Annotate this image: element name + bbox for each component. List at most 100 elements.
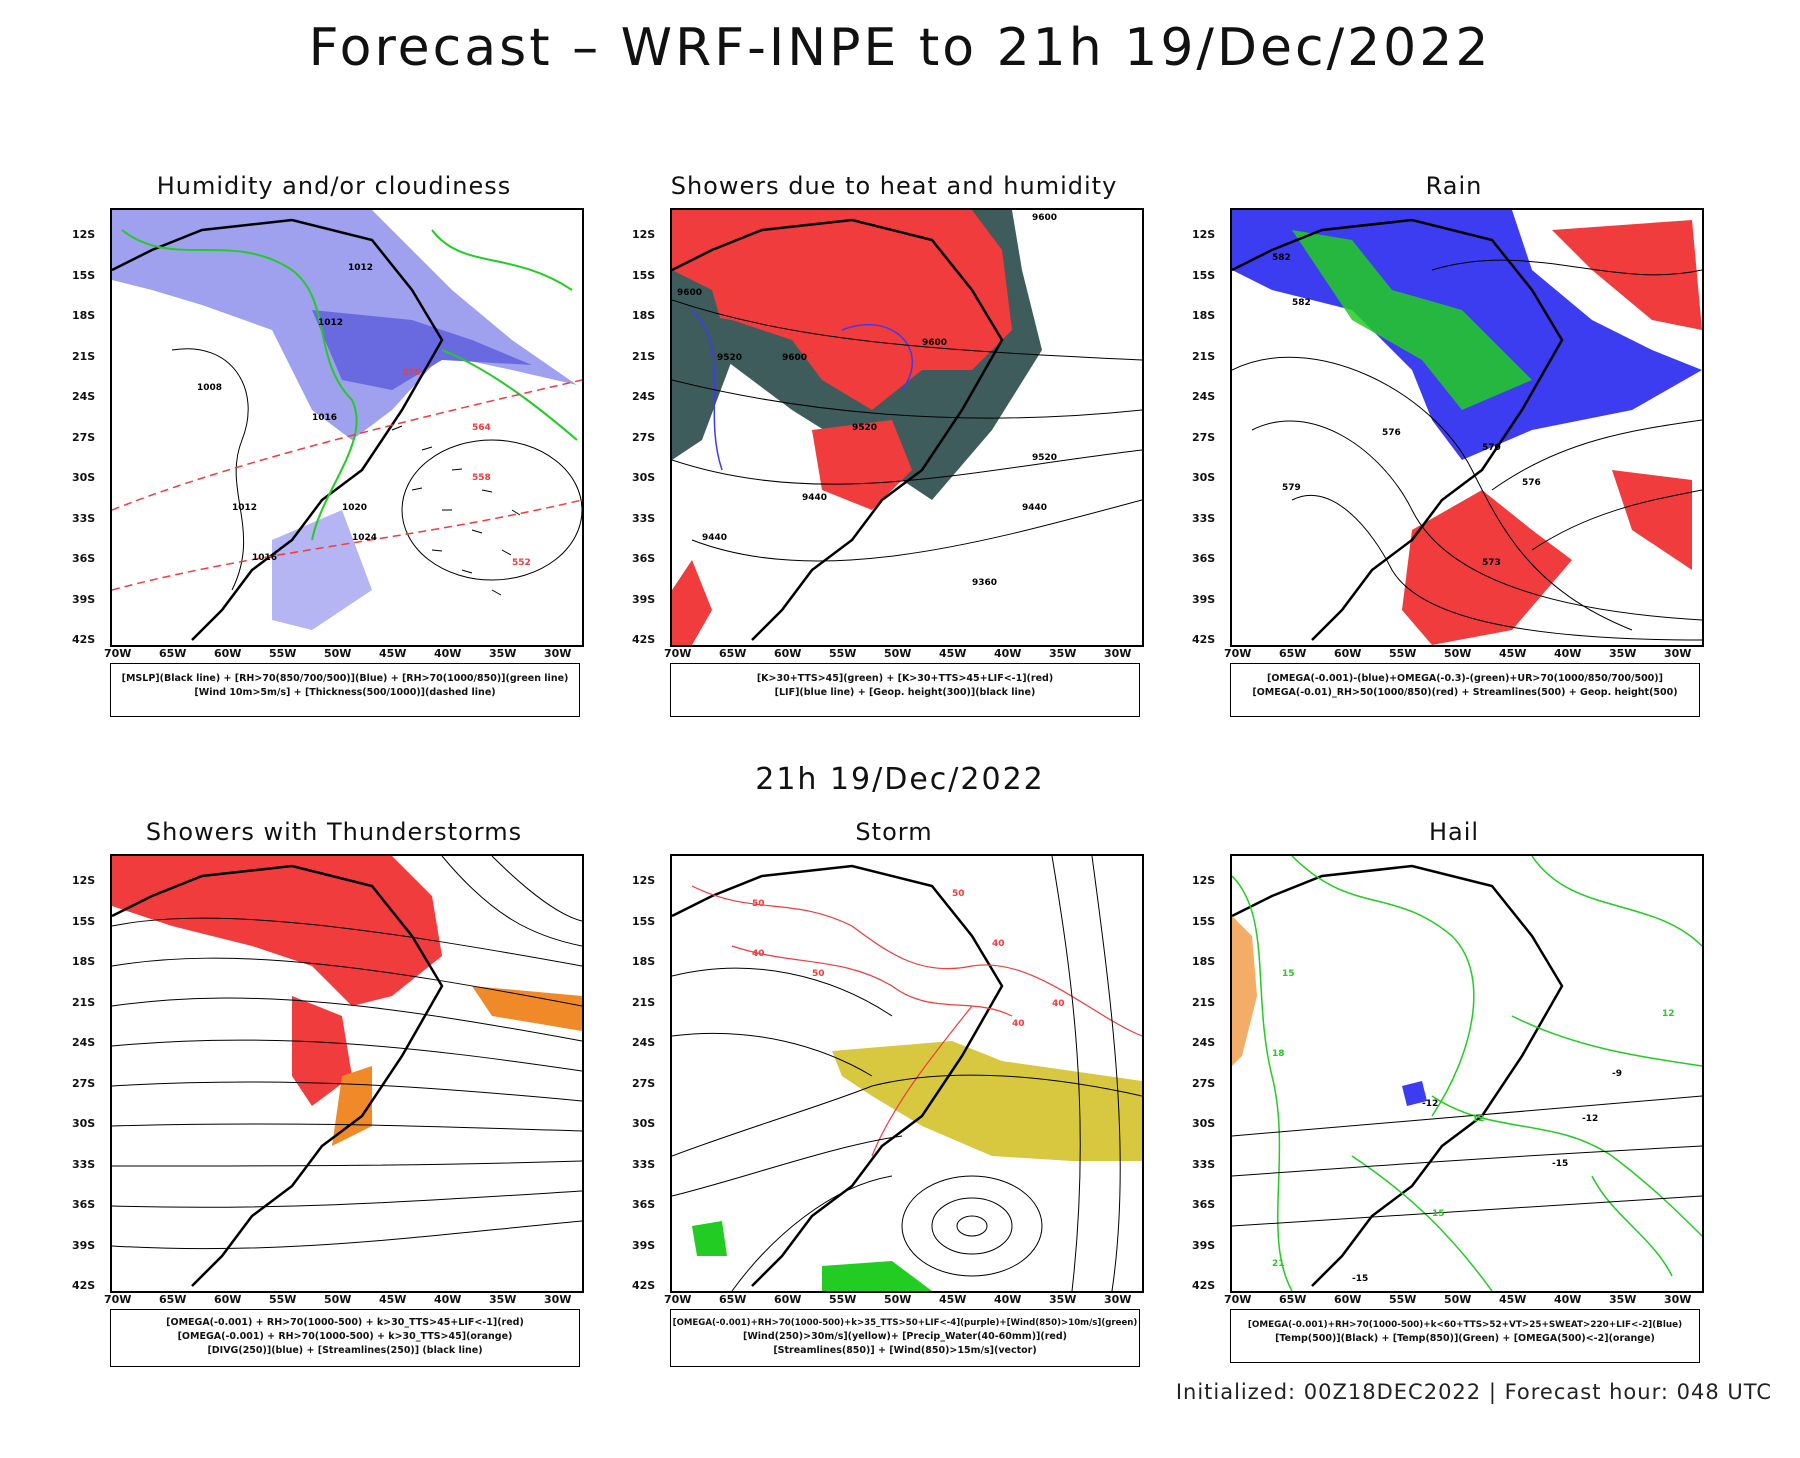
lat-tick-label: 30S: [72, 1117, 96, 1130]
lat-tick-label: 21S: [632, 349, 656, 363]
lon-tick-label: 65W: [719, 647, 747, 660]
contour-label: 570: [1482, 443, 1501, 453]
legend-line: [Wind(250)>30m/s](yellow)+ [Precip_Water…: [742, 1331, 1067, 1342]
contour-label: 9520: [1032, 453, 1057, 463]
lat-tick-label: 12S: [1192, 874, 1216, 887]
lon-tick-label: 70W: [664, 647, 692, 660]
lat-tick-label: 36S: [1192, 552, 1216, 565]
rh-low-green-contour-2: [431, 229, 578, 441]
lat-tick-label: 12S: [632, 228, 656, 241]
lat-tick-label: 18S: [1192, 309, 1216, 322]
streamline: [1251, 420, 1702, 621]
lat-tick-label: 42S: [72, 1279, 96, 1292]
thunderstorm-orange-area: [472, 986, 582, 1031]
contour-label: 9600: [1032, 213, 1057, 223]
map-hail-svg: -9 -12 -12 -15 -15 12 15 18 21 15 12: [1232, 856, 1702, 1291]
lon-tick-label: 50W: [324, 647, 352, 660]
lon-tick-label: 30W: [1104, 1293, 1132, 1306]
lon-tick-label: 50W: [1444, 647, 1472, 660]
lat-tick-label: 42S: [72, 633, 96, 646]
lat-tick-label: 30S: [1192, 471, 1216, 484]
thickness-label: 552: [512, 558, 531, 568]
panel-storm: Storm 50 40: [614, 818, 1174, 1458]
lat-tick-label: 21S: [72, 995, 96, 1009]
lon-tick-label: 30W: [544, 647, 572, 660]
legend-line: [K>30+TTS>45](green) + [K>30+TTS>45+LIF<…: [756, 673, 1054, 684]
lon-tick-label: 55W: [1389, 647, 1417, 660]
panel-title: Hail: [1428, 818, 1480, 846]
streamline: [1232, 356, 1633, 631]
contour-label: 579: [1282, 483, 1301, 493]
lon-tick-label: 45W: [939, 647, 967, 660]
legend-showers-heat: [K>30+TTS>45](green) + [K>30+TTS>45+LIF<…: [670, 663, 1140, 717]
legend-line: [LIF](blue line) + [Geop. height(300)](b…: [774, 687, 1036, 698]
lat-tick-label: 27S: [72, 430, 96, 444]
contour-label: 9440: [702, 533, 727, 543]
contour-label: 1012: [318, 318, 343, 328]
contour-label: 9600: [922, 338, 947, 348]
lat-tick-label: 36S: [1192, 1198, 1216, 1211]
map-hail[interactable]: -9 -12 -12 -15 -15 12 15 18 21 15 12: [1230, 854, 1704, 1293]
panel-hail: Hail -9 -12 -12 -15 -15: [1174, 818, 1734, 1458]
contour-label: 15: [1282, 969, 1295, 979]
map-storm[interactable]: 50 40 50 40 40 50 40: [670, 854, 1144, 1293]
map-storm-svg: 50 40 50 40 40 50 40: [672, 856, 1142, 1291]
lon-tick-label: 55W: [269, 647, 297, 660]
lat-tick-label: 33S: [632, 1157, 656, 1171]
lat-tick-label: 39S: [1192, 1238, 1216, 1252]
legend-line: [OMEGA(-0.01)_RH>50(1000/850)(red) + Str…: [1252, 687, 1678, 698]
map-showers-heat[interactable]: 9600 9600 9520 9600 9600 9520 9520 9440 …: [670, 208, 1144, 647]
lat-tick-label: 27S: [632, 1076, 656, 1090]
lat-tick-label: 12S: [72, 874, 96, 887]
lat-tick-label: 15S: [632, 268, 656, 282]
precip-water-red-contour: [691, 885, 1142, 1037]
contour-label: 9520: [852, 423, 877, 433]
lon-tick-label: 65W: [159, 647, 187, 660]
lon-tick-label: 60W: [1334, 1293, 1362, 1306]
contour-label: 9600: [677, 288, 702, 298]
temp850-green-contours: [1232, 856, 1702, 1291]
panel-title: Showers due to heat and humidity: [670, 172, 1118, 200]
lat-tick-label: 39S: [72, 1238, 96, 1252]
landmass-outline: [112, 864, 444, 1287]
rh-low-green-contour: [121, 229, 358, 541]
contour-label: 1016: [252, 553, 277, 563]
lat-tick-label: 24S: [72, 390, 96, 403]
lat-tick-label: 21S: [1192, 995, 1216, 1009]
lon-tick-label: 70W: [664, 1293, 692, 1306]
contour-label: -12: [1582, 1114, 1598, 1124]
lat-tick-label: 12S: [1192, 228, 1216, 241]
lon-tick-label: 50W: [884, 1293, 912, 1306]
precip-water-red-contour-3: [871, 1005, 973, 1157]
legend-thunderstorms: [OMEGA(-0.001) + RH>70(1000-500) + k>30_…: [110, 1309, 580, 1367]
legend-rain: [OMEGA(-0.001)-(blue)+OMEGA(-0.3)-(green…: [1230, 663, 1700, 717]
init-footer: Initialized: 00Z18DEC2022 | Forecast hou…: [1175, 1380, 1772, 1404]
map-rain[interactable]: 582 582 579 576 576 573 570: [1230, 208, 1704, 647]
contour-label: 9600: [782, 353, 807, 363]
contour-label: 18: [1272, 1049, 1285, 1059]
contour-label: 40: [992, 939, 1005, 949]
thunderstorm-red-area: [112, 856, 442, 1006]
streamline: [1431, 259, 1702, 276]
lon-tick-label: 45W: [939, 1293, 967, 1306]
thunderstorm-orange-2: [332, 1066, 372, 1146]
map-showers-heat-svg: 9600 9600 9520 9600 9600 9520 9520 9440 …: [672, 210, 1142, 645]
streamlines-250: [112, 856, 582, 1250]
contour-label: 9520: [717, 353, 742, 363]
lat-tick-label: 18S: [1192, 955, 1216, 968]
lon-tick-label: 55W: [1389, 1293, 1417, 1306]
legend-line: [Wind 10m>5m/s] + [Thickness(500/1000)](…: [194, 687, 496, 698]
lat-tick-label: 24S: [632, 390, 656, 403]
panel-title: Storm: [855, 818, 933, 846]
lat-tick-label: 21S: [1192, 349, 1216, 363]
mslp-high-contour: [401, 439, 582, 581]
hail-blue-cell: [1402, 1081, 1427, 1106]
map-thunderstorms[interactable]: [110, 854, 584, 1293]
map-humidity[interactable]: 1012 1012 1008 1016 1020 1024 1016 1012 …: [110, 208, 584, 647]
lat-tick-label: 18S: [72, 309, 96, 322]
lat-tick-label: 27S: [72, 1076, 96, 1090]
lon-tick-label: 50W: [1444, 1293, 1472, 1306]
lon-tick-label: 30W: [1664, 1293, 1692, 1306]
lat-tick-label: 15S: [72, 268, 96, 282]
lat-tick-label: 33S: [1192, 1157, 1216, 1171]
